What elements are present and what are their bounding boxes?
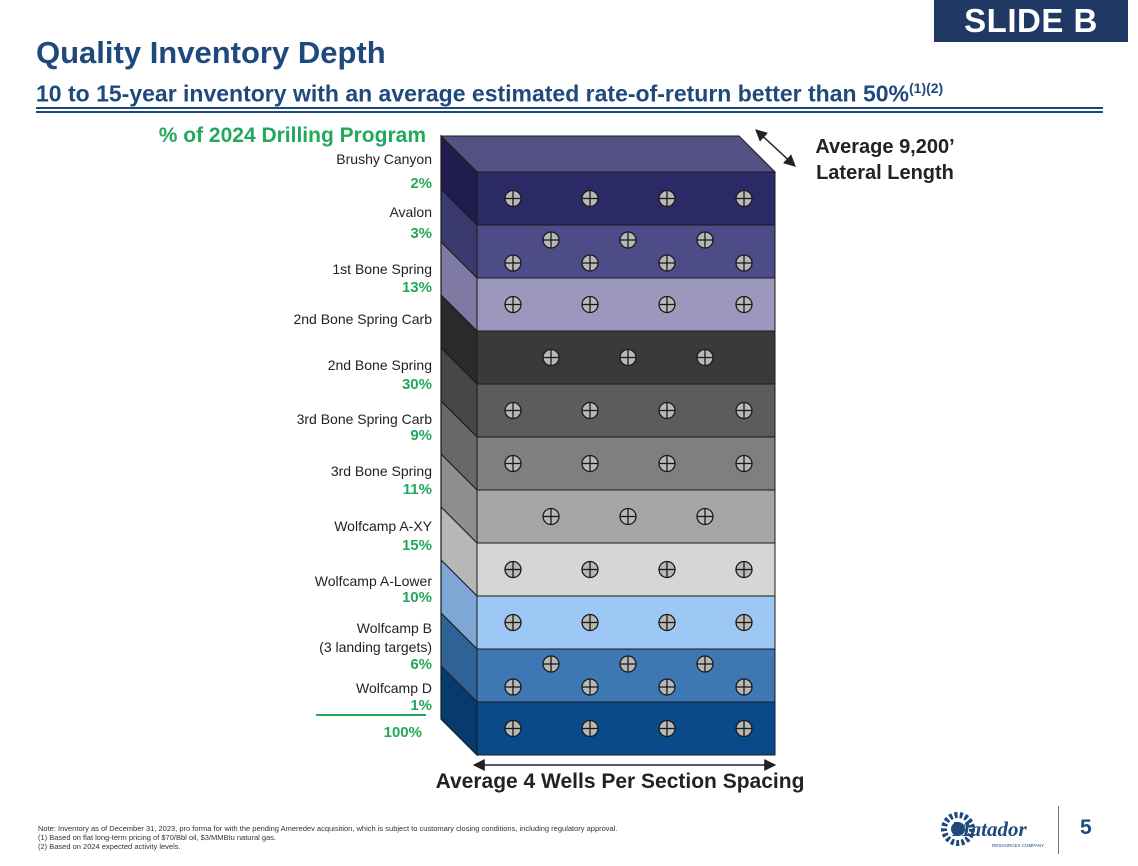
header-rule-top [36,107,1103,109]
stack-group [439,134,777,757]
well-spacing-label: Average 4 Wells Per Section Spacing [435,770,805,793]
lateral-length-line-2: Lateral Length [816,162,954,184]
page-subtitle: 10 to 15-year inventory with an average … [36,74,943,108]
page-title: Quality Inventory Depth [36,35,386,70]
stack-left-edge [440,136,478,756]
layer-pct-2nd-bone-spring: 30% [401,376,432,393]
layer-pct-wolfcamp-d: 1% [410,697,432,714]
layer-pct-1st-bone-spring: 13% [401,279,432,296]
subtitle-footnote-refs: (1)(2) [909,80,944,96]
stack-top-face [439,135,777,173]
footnote-note: Note: Inventory as of December 31, 2023,… [38,824,618,833]
logo-wordmark: Matador [951,817,1028,841]
layer-name-2nd-bone-spring-carb: 2nd Bone Spring Carb [293,311,432,327]
layer-name-wolfcamp-a-lower: Wolfcamp A-Lower [314,573,432,589]
footnotes: Note: Inventory as of December 31, 2023,… [38,824,617,851]
layer-front-wolfcamp-a-xy [476,542,776,597]
header-rule-bottom [36,111,1103,113]
layer-pct-wolfcamp-a-lower: 10% [401,589,432,606]
subtitle-text: 10 to 15-year inventory with an average … [36,80,909,107]
total-pct: 100% [383,724,422,741]
footnote-2: (2) Based on 2024 expected activity leve… [38,842,181,851]
layer-front-brushy-canyon [476,171,776,226]
layer-front-1st-bone-spring [476,277,776,332]
layer-pct-wolfcamp-a-xy: 15% [401,537,432,554]
layer-pct-brushy-canyon: 2% [410,175,432,192]
layer-name-avalon: Avalon [389,204,432,220]
logo-sunburst-icon [941,812,975,846]
layer-front-wolfcamp-a-lower [476,595,776,650]
lateral-length-label: Average 9,200’ Lateral Length [790,134,980,186]
matador-logo: Matador RESOURCES COMPANY [941,812,1044,848]
layer-front-3rd-bone-spring-carb [476,436,776,491]
logo-divider [1058,806,1059,854]
page-number: 5 [1080,816,1092,839]
layer-pct-avalon: 3% [410,225,432,242]
layer-pct-wolfcamp-b: 6% [410,656,432,673]
logo-tagline: RESOURCES COMPANY [992,843,1044,848]
layer-front-2nd-bone-spring [476,383,776,438]
layer-pct-3rd-bone-spring: 11% [402,481,432,498]
layer-name-wolfcamp-b-note: (3 landing targets) [319,639,432,655]
layer-name-1st-bone-spring: 1st Bone Spring [332,261,432,277]
lateral-length-line-1: Average 9,200’ [815,136,955,158]
layer-name-wolfcamp-d: Wolfcamp D [356,680,432,696]
footnote-1: (1) Based on flat long-term pricing of $… [38,833,277,842]
layer-name-2nd-bone-spring: 2nd Bone Spring [327,357,432,373]
layer-front-wolfcamp-d [476,701,776,756]
layer-name-wolfcamp-a-xy: Wolfcamp A-XY [334,518,432,534]
layer-name-3rd-bone-spring-carb: 3rd Bone Spring Carb [296,411,432,427]
layer-name-wolfcamp-b: Wolfcamp B [356,620,432,636]
total-underline [316,714,426,716]
layer-name-3rd-bone-spring: 3rd Bone Spring [330,463,432,479]
lateral-length-arrow [755,129,796,167]
drilling-program-heading: % of 2024 Drilling Program [158,124,426,147]
layer-name-brushy-canyon: Brushy Canyon [336,151,432,167]
slide-badge: SLIDE B [934,0,1128,42]
layer-pct-3rd-bone-spring-carb: 9% [410,427,432,444]
